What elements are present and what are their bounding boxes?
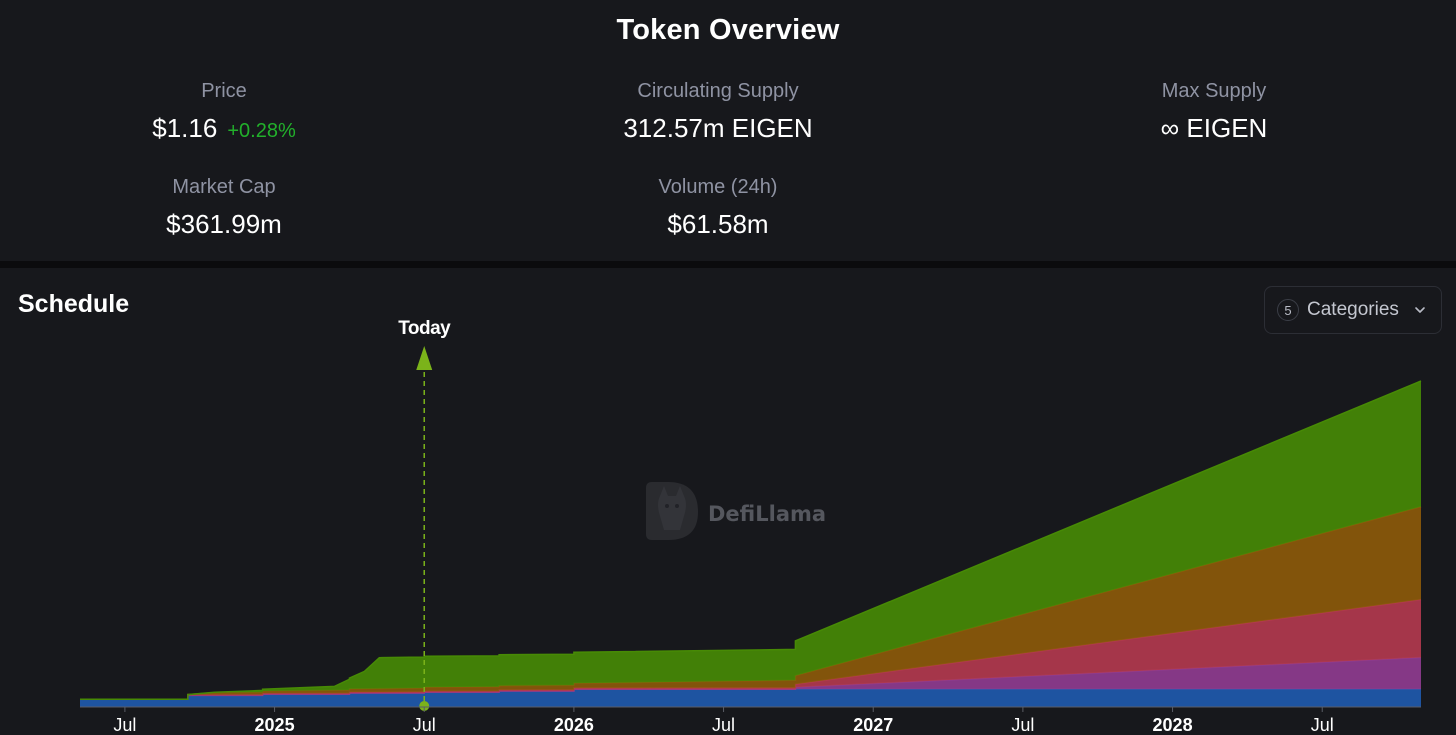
overview-title: Token Overview bbox=[616, 14, 840, 46]
series-area-3 bbox=[80, 599, 1421, 700]
watermark-text: DefiLlama bbox=[708, 502, 826, 526]
max-supply-stat: Max Supply ∞ EIGEN bbox=[1114, 79, 1314, 143]
volume-stat: Volume (24h) $61.58m bbox=[618, 175, 818, 239]
token-overview-panel: Token Overview Price $1.16 +0.28% Circula… bbox=[0, 0, 1456, 261]
series-areas bbox=[80, 380, 1422, 707]
price-value-row: $1.16 +0.28% bbox=[124, 113, 324, 146]
volume-value: $61.58m bbox=[667, 209, 769, 239]
market-cap-value: $361.99m bbox=[166, 209, 282, 239]
x-tick-label: Jul bbox=[113, 715, 136, 735]
market-cap-label: Market Cap bbox=[172, 176, 276, 198]
max-supply-label: Max Supply bbox=[1161, 80, 1267, 102]
x-axis: Jul 2025 Jul 2026 Jul 2027 Jul 2028 Jul bbox=[80, 706, 1421, 735]
categories-dropdown[interactable]: 5 Categories bbox=[1264, 286, 1442, 334]
circulating-supply-label: Circulating Supply bbox=[637, 80, 799, 102]
categories-label: Categories bbox=[1307, 299, 1399, 320]
x-tick-label: 2025 bbox=[255, 715, 295, 735]
x-tick-label: 2027 bbox=[853, 715, 893, 735]
volume-label: Volume (24h) bbox=[658, 176, 778, 198]
price-change: +0.28% bbox=[227, 120, 296, 142]
today-label: Today bbox=[398, 318, 451, 339]
x-tick-label: 2026 bbox=[554, 715, 594, 735]
x-tick-label: 2028 bbox=[1153, 715, 1193, 735]
price-stat: Price $1.16 +0.28% bbox=[124, 79, 324, 146]
price-value: $1.16 bbox=[152, 113, 218, 143]
today-dot bbox=[419, 701, 430, 711]
series-area-2 bbox=[80, 657, 1421, 700]
x-tick-label: Jul bbox=[413, 715, 436, 735]
series-line-5 bbox=[80, 380, 1422, 701]
series-area-5 bbox=[80, 381, 1421, 700]
chevron-down-icon bbox=[1415, 307, 1425, 313]
circulating-supply-value: 312.57m EIGEN bbox=[623, 113, 813, 143]
defillama-watermark: DefiLlama bbox=[646, 482, 826, 540]
today-marker: Today bbox=[398, 318, 452, 711]
schedule-title: Schedule bbox=[18, 290, 130, 318]
schedule-panel: DefiLlama Today Jul 2025 Jul 2026 Jul 2027 Jul… bbox=[0, 268, 1456, 735]
price-label: Price bbox=[201, 80, 247, 102]
x-tick-label: Jul bbox=[712, 715, 735, 735]
x-tick-label: Jul bbox=[1011, 715, 1034, 735]
categories-count-badge: 5 bbox=[1277, 299, 1299, 321]
x-tick-label: Jul bbox=[1311, 715, 1334, 735]
circulating-supply-stat: Circulating Supply 312.57m EIGEN bbox=[568, 79, 868, 143]
max-supply-value: ∞ EIGEN bbox=[1160, 113, 1268, 143]
market-cap-stat: Market Cap $361.99m bbox=[124, 175, 324, 239]
today-arrow-icon bbox=[416, 346, 433, 370]
series-area-4 bbox=[80, 506, 1421, 700]
llama-logo-icon bbox=[646, 482, 698, 540]
schedule-chart: DefiLlama Today Jul 2025 Jul 2026 Jul 2027 Jul… bbox=[80, 318, 1422, 735]
